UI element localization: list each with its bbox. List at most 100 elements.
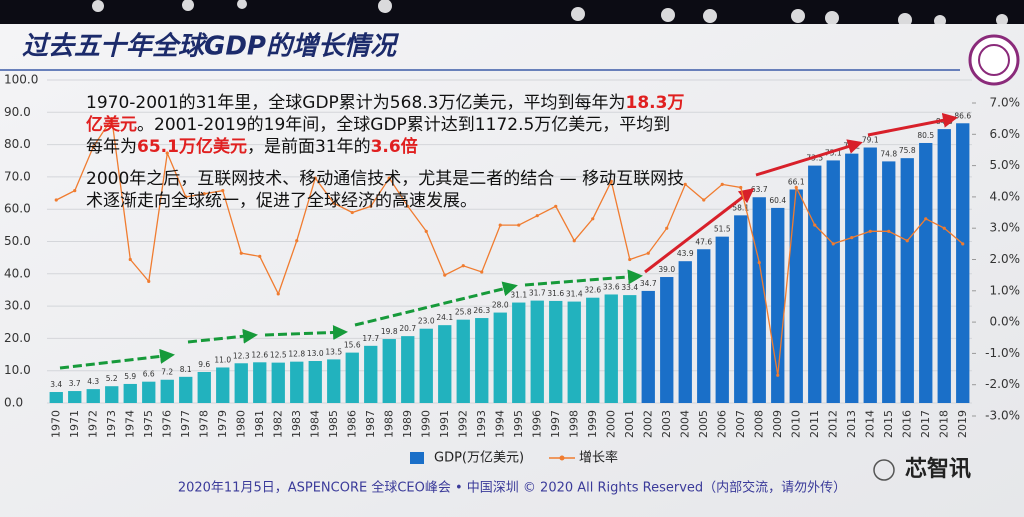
value-label: 12.5	[270, 351, 287, 360]
line-point	[517, 223, 521, 227]
bar	[142, 381, 156, 403]
line-point	[794, 185, 798, 190]
line	[56, 116, 964, 376]
value-label: 20.7	[399, 324, 416, 333]
value-label: 9.6	[198, 360, 210, 369]
value-label: 39.0	[658, 265, 675, 274]
bar	[789, 189, 803, 403]
bar	[68, 391, 82, 403]
value-label: 86.6	[954, 111, 971, 120]
y2-tick-label: 4.0%	[990, 189, 1021, 203]
x-tick-label: 1997	[549, 410, 562, 438]
value-label: 32.6	[584, 286, 601, 295]
x-tick-label: 1972	[86, 410, 99, 438]
y2-tick-label: 2.0%	[990, 252, 1021, 266]
bar	[382, 339, 396, 403]
value-label: 51.5	[714, 225, 731, 234]
legend-swatch	[559, 455, 565, 461]
value-label: 23.0	[418, 317, 435, 326]
x-tick-label: 1999	[586, 410, 599, 438]
x-tick-label: 1991	[438, 410, 451, 438]
value-label: 25.8	[455, 308, 472, 317]
x-tick-label: 2007	[734, 410, 747, 438]
line-point	[91, 145, 95, 149]
value-label: 24.1	[436, 313, 453, 322]
y2-tick-label: -3.0%	[985, 409, 1020, 423]
annotation-paragraph: 2000年之后，互联网技术、移动通信技术，尤其是二者的结合 — 移动互联网技术逐…	[86, 168, 686, 212]
arrow	[644, 188, 755, 274]
line-point	[702, 198, 706, 202]
y-tick-label: 80.0	[4, 137, 31, 151]
highlight-text: 3.6倍	[370, 137, 418, 157]
x-tick-label: 1988	[382, 410, 395, 438]
value-label: 6.6	[143, 370, 155, 379]
line-point	[535, 214, 539, 218]
annotation-text: 1970-2001的31年里，全球GDP累计为568.3万亿美元，平均到每年为	[86, 93, 626, 113]
x-tick-label: 1980	[234, 410, 247, 438]
line-point	[961, 242, 965, 246]
bar	[734, 215, 748, 403]
bar	[604, 294, 618, 403]
line-point	[54, 198, 58, 202]
line-point	[480, 270, 484, 274]
x-tick-label: 2014	[863, 410, 876, 438]
x-tick-label: 1981	[253, 410, 266, 438]
line-point	[776, 373, 780, 377]
bar	[882, 161, 896, 403]
line-point	[184, 195, 188, 199]
x-tick-label: 2010	[789, 410, 802, 438]
line-point	[850, 235, 854, 240]
y2-tick-label: -1.0%	[985, 346, 1020, 360]
bar	[697, 249, 711, 403]
annotation-paragraph: 1970-2001的31年里，全球GDP累计为568.3万亿美元，平均到每年为1…	[86, 92, 686, 158]
line-point	[498, 223, 502, 227]
line-point	[757, 261, 761, 265]
line-point	[609, 179, 613, 183]
arrow	[59, 348, 175, 370]
x-tick-label: 1970	[49, 410, 62, 438]
x-tick-label: 1994	[493, 410, 506, 438]
x-tick-label: 2008	[752, 410, 765, 438]
x-tick-label: 2009	[771, 410, 784, 438]
y-tick-label: 70.0	[4, 169, 31, 183]
x-tick-label: 2015	[882, 410, 895, 438]
value-label: 3.7	[69, 379, 81, 388]
value-label: 3.4	[50, 380, 62, 389]
y-tick-label: 50.0	[4, 234, 31, 248]
value-label: 31.4	[566, 290, 583, 299]
value-label: 5.9	[124, 372, 136, 381]
x-tick-label: 1990	[419, 410, 432, 438]
y2-tick-label: -2.0%	[985, 377, 1020, 391]
x-tick-label: 2005	[697, 410, 710, 438]
value-label: 66.1	[788, 177, 805, 186]
line-point	[591, 217, 595, 221]
bar	[234, 363, 248, 403]
x-tick-label: 2013	[845, 410, 858, 438]
x-tick-label: 1989	[401, 410, 414, 438]
x-tick-label: 1984	[308, 410, 321, 438]
bar	[678, 261, 692, 403]
value-label: 43.9	[677, 249, 694, 258]
x-tick-label: 2012	[826, 410, 839, 438]
value-label: 12.8	[288, 350, 305, 359]
bar	[512, 302, 526, 403]
x-tick-label: 1973	[105, 410, 118, 438]
y-tick-label: 40.0	[4, 266, 31, 280]
x-tick-label: 2001	[623, 410, 636, 438]
line-point	[313, 176, 317, 180]
x-tick-label: 1996	[530, 410, 543, 438]
value-label: 19.8	[381, 327, 398, 336]
line-point	[165, 151, 169, 155]
line-point	[424, 229, 428, 233]
bar	[308, 361, 322, 403]
line-point	[147, 279, 151, 284]
bar	[808, 165, 822, 403]
x-tick-label: 1977	[179, 410, 192, 438]
value-label: 17.7	[362, 334, 379, 343]
bar	[715, 236, 729, 403]
line-point	[350, 210, 354, 215]
value-label: 12.6	[251, 350, 268, 359]
legend-swatch	[410, 452, 424, 464]
bar	[160, 379, 174, 403]
